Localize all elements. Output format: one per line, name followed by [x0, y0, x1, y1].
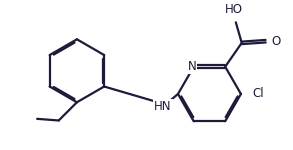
Text: HN: HN [154, 100, 172, 113]
Text: N: N [188, 60, 196, 73]
Text: Cl: Cl [253, 87, 264, 100]
Text: HO: HO [225, 3, 243, 16]
Text: O: O [272, 35, 281, 48]
